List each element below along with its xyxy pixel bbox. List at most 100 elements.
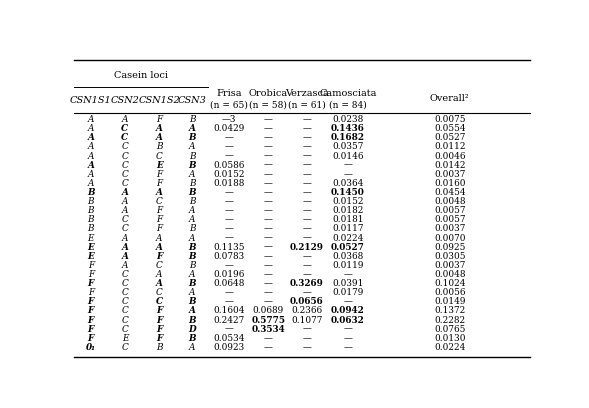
Text: 0.3534: 0.3534 [252,325,285,334]
Text: 0.0152: 0.0152 [332,197,363,206]
Text: C: C [121,142,128,151]
Text: 0.0037: 0.0037 [434,261,465,270]
Text: —: — [343,161,352,170]
Text: A: A [87,133,94,142]
Text: C: C [121,179,128,188]
Text: —: — [224,142,233,151]
Text: C: C [156,197,163,206]
Text: —: — [302,115,311,124]
Text: 0.1372: 0.1372 [434,306,465,315]
Text: 0.0057: 0.0057 [434,215,465,224]
Text: 0.0196: 0.0196 [213,270,244,279]
Text: A: A [189,206,196,215]
Text: B: B [156,142,163,151]
Text: A: A [88,115,94,124]
Text: F: F [156,224,163,233]
Text: —: — [224,197,233,206]
Text: —: — [343,297,352,306]
Text: 0.1135: 0.1135 [213,243,244,252]
Text: 0.0037: 0.0037 [434,224,465,233]
Text: —: — [302,270,311,279]
Text: CSN3: CSN3 [178,96,207,105]
Text: 0.0364: 0.0364 [332,179,363,188]
Text: 0.2366: 0.2366 [291,306,322,315]
Text: —: — [302,152,311,161]
Text: —: — [302,206,311,215]
Text: C: C [121,161,128,170]
Text: A: A [88,179,94,188]
Text: 0.0527: 0.0527 [434,133,465,142]
Text: Frisa: Frisa [216,89,241,98]
Text: B: B [189,197,196,206]
Text: A: A [122,197,128,206]
Text: —3: —3 [221,115,236,124]
Text: F: F [156,325,163,334]
Text: B: B [188,243,196,252]
Text: 0.0117: 0.0117 [332,224,363,233]
Text: (n = 84): (n = 84) [329,101,366,110]
Text: —: — [302,179,311,188]
Text: C: C [121,170,128,179]
Text: —: — [302,170,311,179]
Text: F: F [88,261,94,270]
Text: 0.0070: 0.0070 [434,234,465,243]
Text: CSN2: CSN2 [111,96,140,105]
Text: —: — [302,124,311,133]
Text: 0.0586: 0.0586 [213,161,244,170]
Text: (n = 65): (n = 65) [210,101,248,110]
Text: —: — [302,343,311,352]
Text: 0.0160: 0.0160 [434,179,465,188]
Text: —: — [264,261,273,270]
Text: Overall²: Overall² [430,94,469,103]
Text: C: C [121,306,128,315]
Text: 0.0527: 0.0527 [331,243,365,252]
Text: B: B [189,115,196,124]
Text: B: B [188,188,196,197]
Text: 0.0238: 0.0238 [332,115,363,124]
Text: —: — [343,170,352,179]
Text: C: C [121,297,128,306]
Text: C: C [121,215,128,224]
Text: A: A [122,234,128,243]
Text: 0.3269: 0.3269 [290,279,323,288]
Text: A: A [88,142,94,151]
Text: —: — [302,188,311,197]
Text: —: — [264,142,273,151]
Text: —: — [264,179,273,188]
Text: 0.0075: 0.0075 [434,115,465,124]
Text: F: F [88,315,94,325]
Text: C: C [121,152,128,161]
Text: 0.0632: 0.0632 [331,315,365,325]
Text: B: B [88,224,94,233]
Text: A: A [155,133,163,142]
Text: 0.0146: 0.0146 [332,152,363,161]
Text: 0.1024: 0.1024 [434,279,465,288]
Text: —: — [343,334,352,343]
Text: A: A [156,234,163,243]
Text: —: — [224,224,233,233]
Text: A: A [88,170,94,179]
Text: Camosciata: Camosciata [319,89,376,98]
Text: B: B [188,334,196,343]
Text: 0.0149: 0.0149 [434,297,465,306]
Text: A: A [88,124,94,133]
Text: 0.0391: 0.0391 [332,279,363,288]
Text: F: F [156,179,163,188]
Text: E: E [156,161,163,170]
Text: —: — [224,152,233,161]
Text: —: — [343,270,352,279]
Text: D: D [188,325,196,334]
Text: 0.0305: 0.0305 [434,252,465,261]
Text: A: A [155,243,163,252]
Text: —: — [264,234,273,243]
Text: —: — [264,270,273,279]
Text: A: A [189,288,196,297]
Text: Verzasca: Verzasca [284,89,329,98]
Text: 0.0224: 0.0224 [434,343,465,352]
Text: 0.0357: 0.0357 [332,142,363,151]
Text: F: F [156,170,163,179]
Text: C: C [121,315,128,325]
Text: F: F [88,306,94,315]
Text: B: B [189,179,196,188]
Text: —: — [302,215,311,224]
